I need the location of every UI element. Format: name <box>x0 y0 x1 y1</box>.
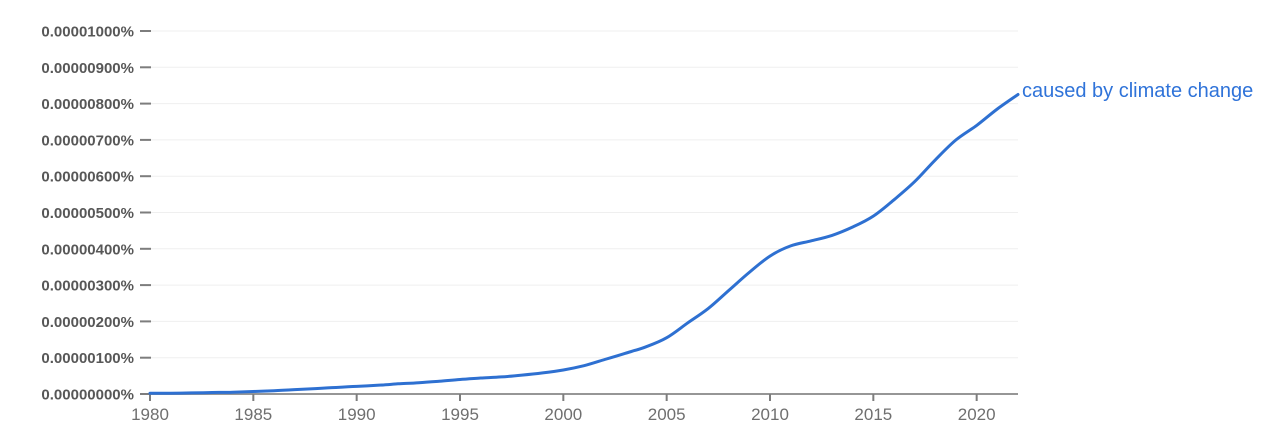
y-tick-label: 0.00000400% <box>41 241 134 258</box>
series-line[interactable] <box>148 93 1020 395</box>
y-tick-label: 0.00000200% <box>41 314 134 331</box>
x-tick-label: 2000 <box>544 405 582 424</box>
x-tick-label: 2005 <box>648 405 686 424</box>
y-tick-label: 0.00000000% <box>41 387 134 404</box>
x-tick-label: 1995 <box>441 405 479 424</box>
x-tick-label: 1985 <box>234 405 272 424</box>
x-tick-label: 1990 <box>338 405 376 424</box>
y-tick-label: 0.00000300% <box>41 278 134 295</box>
y-tick-label: 0.00000600% <box>41 169 134 186</box>
series-label[interactable]: caused by climate change <box>1022 80 1254 102</box>
y-tick-label: 0.00000900% <box>41 60 134 77</box>
x-tick-label: 2020 <box>958 405 996 424</box>
x-tick-label: 2010 <box>751 405 789 424</box>
x-tick-label: 1980 <box>131 405 169 424</box>
x-tick-label: 2015 <box>854 405 892 424</box>
y-tick-label: 0.00001000% <box>41 24 134 41</box>
y-tick-label: 0.00000800% <box>41 96 134 113</box>
y-tick-label: 0.00000500% <box>41 205 134 222</box>
y-tick-label: 0.00000100% <box>41 350 134 367</box>
y-tick-label: 0.00000700% <box>41 132 134 149</box>
